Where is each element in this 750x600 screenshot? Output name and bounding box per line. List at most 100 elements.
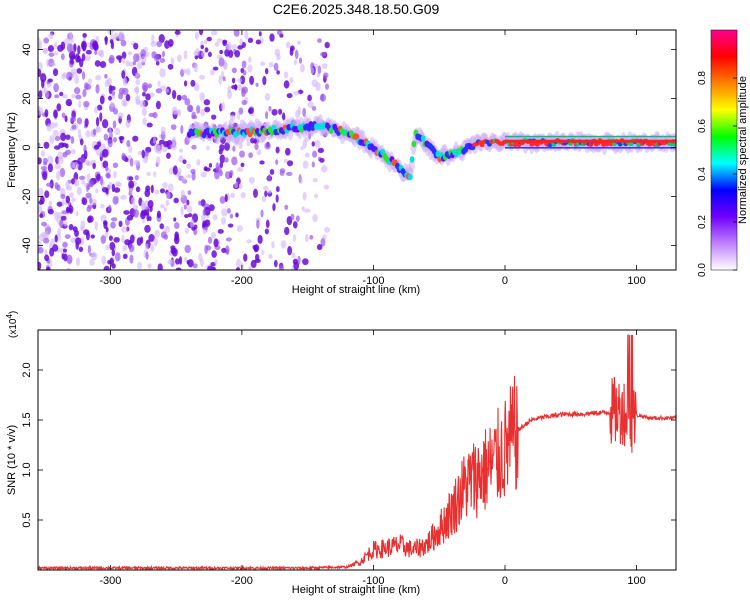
noise-speck xyxy=(110,221,116,229)
colorbar-label: Normalized spectral amplitude xyxy=(737,76,749,224)
noise-speck xyxy=(96,104,103,111)
noise-speck xyxy=(74,74,80,84)
noise-speck xyxy=(271,241,275,249)
noise-speck xyxy=(90,234,95,239)
noise-speck xyxy=(122,87,129,96)
noise-speck xyxy=(215,166,222,174)
noise-speck xyxy=(324,41,330,49)
noise-speck xyxy=(103,265,110,270)
noise-speck xyxy=(210,69,215,76)
noise-speck xyxy=(206,36,212,42)
noise-speck xyxy=(76,117,83,125)
noise-speck xyxy=(122,244,128,252)
noise-speck xyxy=(57,44,64,52)
noise-speck xyxy=(43,37,50,44)
noise-speck xyxy=(218,75,222,85)
noise-speck xyxy=(46,123,52,132)
noise-speck xyxy=(159,68,166,78)
noise-speck xyxy=(201,50,206,58)
noise-speck xyxy=(178,148,184,153)
noise-speck xyxy=(54,94,60,99)
noise-speck xyxy=(289,48,294,56)
noise-speck xyxy=(77,45,81,55)
noise-speck xyxy=(283,158,288,164)
noise-speck xyxy=(155,100,161,110)
noise-speck xyxy=(283,71,289,79)
noise-speck xyxy=(105,166,109,172)
noise-speck xyxy=(264,93,271,101)
noise-speck xyxy=(54,122,58,128)
noise-speck xyxy=(312,177,318,183)
noise-speck xyxy=(156,210,161,219)
noise-speck xyxy=(258,31,262,37)
noise-speck xyxy=(240,162,245,168)
noise-speck xyxy=(89,197,93,204)
noise-speck xyxy=(218,57,225,67)
noise-speck xyxy=(44,249,48,256)
noise-speck xyxy=(268,61,274,68)
noise-speck xyxy=(274,48,281,57)
noise-speck xyxy=(43,141,50,149)
noise-speck xyxy=(38,106,44,116)
noise-speck xyxy=(105,187,109,195)
noise-speck xyxy=(102,160,109,169)
noise-speck xyxy=(64,234,71,239)
noise-speck xyxy=(268,253,273,260)
noise-speck xyxy=(211,30,218,36)
noise-speck xyxy=(46,266,51,270)
noise-speck xyxy=(105,244,110,251)
noise-speck xyxy=(264,228,269,235)
noise-speck xyxy=(302,107,307,117)
noise-speck xyxy=(44,230,49,240)
noise-speck xyxy=(227,223,234,228)
noise-speck xyxy=(237,167,244,173)
noise-speck xyxy=(214,41,220,47)
noise-speck xyxy=(85,130,91,138)
noise-speck xyxy=(141,82,149,92)
noise-speck xyxy=(60,132,67,142)
noise-speck xyxy=(219,49,223,55)
noise-speck xyxy=(191,171,196,181)
noise-speck xyxy=(100,235,107,244)
noise-speck xyxy=(118,57,122,63)
noise-speck xyxy=(108,235,113,241)
noise-speck xyxy=(302,258,309,266)
noise-speck xyxy=(70,136,75,144)
noise-speck xyxy=(125,119,131,128)
noise-speck xyxy=(101,255,107,265)
noise-speck xyxy=(324,226,331,233)
noise-speck xyxy=(147,199,154,209)
noise-speck xyxy=(71,197,76,203)
noise-speck xyxy=(198,253,203,262)
noise-speck xyxy=(175,267,182,270)
noise-speck xyxy=(109,257,114,266)
noise-speck xyxy=(221,247,227,254)
noise-speck xyxy=(174,222,180,230)
noise-speck xyxy=(297,255,301,265)
noise-speck xyxy=(184,244,191,254)
noise-speck xyxy=(213,238,219,248)
noise-speck xyxy=(221,208,228,217)
noise-speck xyxy=(111,249,116,257)
noise-speck xyxy=(163,234,169,240)
noise-speck xyxy=(201,213,206,223)
noise-speck xyxy=(148,216,152,222)
noise-speck xyxy=(319,93,326,102)
noise-speck xyxy=(48,32,54,40)
noise-speck xyxy=(63,221,68,227)
ridge-core xyxy=(529,142,535,147)
noise-speck xyxy=(70,116,77,123)
noise-speck xyxy=(225,245,230,255)
noise-speck xyxy=(44,254,50,262)
noise-speck xyxy=(285,41,291,49)
noise-speck xyxy=(223,157,229,163)
noise-speck xyxy=(121,98,127,107)
colorbar-scale xyxy=(711,30,737,270)
noise-speck xyxy=(241,60,247,69)
noise-speck xyxy=(38,142,41,148)
noise-speck xyxy=(52,68,59,77)
noise-speck xyxy=(78,246,84,252)
noise-speck xyxy=(157,263,163,270)
noise-speck xyxy=(265,111,269,120)
noise-speck xyxy=(226,208,231,214)
